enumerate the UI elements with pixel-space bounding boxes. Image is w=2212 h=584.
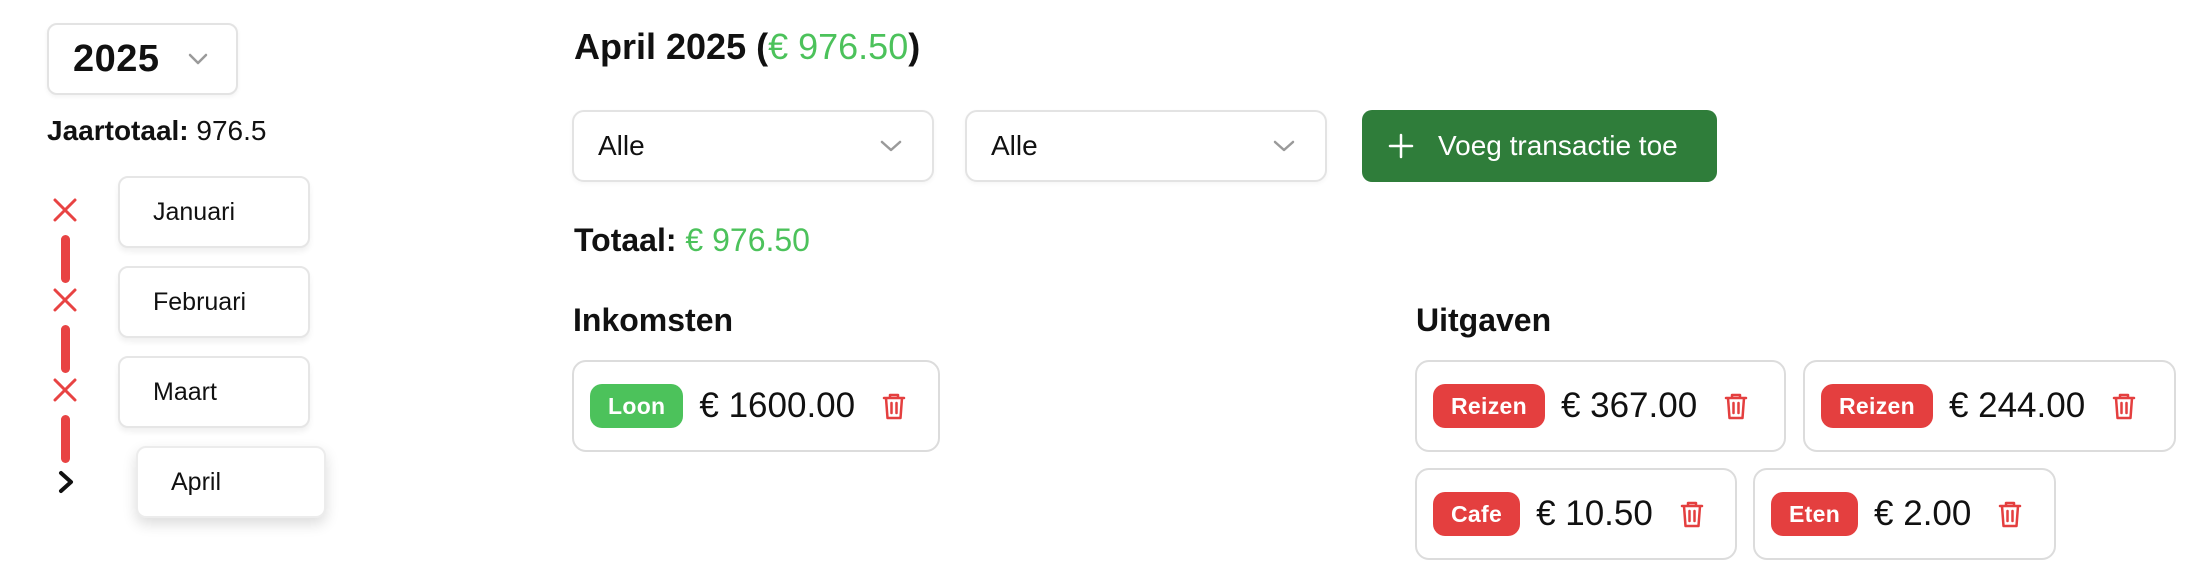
expense-transaction-card: Eten € 2.00 <box>1753 468 2056 560</box>
timeline-connector <box>61 235 70 283</box>
category-badge: Loon <box>590 384 684 428</box>
month-button-januari[interactable]: Januari <box>118 176 310 248</box>
trash-icon[interactable] <box>881 391 907 421</box>
year-select[interactable]: 2025 <box>47 23 238 95</box>
income-section-title: Inkomsten <box>573 302 734 338</box>
total-value: € 976.50 <box>685 222 810 258</box>
month-button-februari[interactable]: Februari <box>118 266 310 338</box>
year-total: Jaartotaal: 976.5 <box>47 115 266 147</box>
income-transaction-card: Loon € 1600.00 <box>572 360 940 452</box>
transaction-amount: € 244.00 <box>1948 386 2086 425</box>
chevron-down-icon <box>188 53 208 65</box>
expense-transaction-card: Cafe € 10.50 <box>1415 468 1737 560</box>
month-total: € 976.50 <box>768 26 909 67</box>
chevron-right-icon <box>59 471 73 493</box>
expense-section-title: Uitgaven <box>1416 302 1552 338</box>
category-badge: Cafe <box>1433 492 1521 536</box>
chevron-down-icon <box>1273 140 1295 152</box>
trash-icon[interactable] <box>2111 391 2137 421</box>
trash-icon[interactable] <box>1679 499 1705 529</box>
timeline-connector <box>61 415 70 463</box>
trash-icon[interactable] <box>1723 391 1749 421</box>
chevron-down-icon <box>880 140 902 152</box>
type-filter-select[interactable]: Alle <box>572 110 934 182</box>
transaction-amount: € 2.00 <box>1874 494 1972 533</box>
year-value: 2025 <box>73 37 160 80</box>
month-button-maart[interactable]: Maart <box>118 356 310 428</box>
month-label: Februari <box>153 287 247 316</box>
category-badge: Eten <box>1771 492 1859 536</box>
close-icon[interactable] <box>52 197 78 223</box>
category-badge: Reizen <box>1821 384 1933 428</box>
month-label: April <box>171 467 222 496</box>
page-title: April 2025 (€ 976.50) <box>574 26 920 68</box>
year-total-label: Jaartotaal: <box>47 115 189 146</box>
add-transaction-button[interactable]: Voeg transactie toe <box>1362 110 1717 182</box>
total-summary: Totaal: € 976.50 <box>574 222 810 259</box>
category-badge: Reizen <box>1433 384 1545 428</box>
month-button-april[interactable]: April <box>136 446 326 518</box>
month-title: April 2025 <box>574 26 747 67</box>
transaction-amount: € 10.50 <box>1536 494 1653 533</box>
plus-icon <box>1388 133 1414 159</box>
month-label: Januari <box>153 197 235 226</box>
month-timeline <box>50 195 80 505</box>
expense-transaction-card: Reizen € 244.00 <box>1803 360 2176 452</box>
category-filter-select[interactable]: Alle <box>965 110 1327 182</box>
title-close-paren: ) <box>908 26 921 67</box>
add-transaction-label: Voeg transactie toe <box>1438 130 1678 161</box>
trash-icon[interactable] <box>1997 499 2023 529</box>
title-open-paren: ( <box>746 26 769 67</box>
year-total-value: 976.5 <box>196 115 267 146</box>
transaction-amount: € 367.00 <box>1560 386 1698 425</box>
expense-transaction-card: Reizen € 367.00 <box>1415 360 1786 452</box>
close-icon[interactable] <box>52 287 78 313</box>
close-icon[interactable] <box>52 377 78 403</box>
timeline-connector <box>61 325 70 373</box>
total-label: Totaal: <box>574 222 677 258</box>
filter-value: Alle <box>598 130 645 161</box>
transaction-amount: € 1600.00 <box>699 386 856 425</box>
month-label: Maart <box>153 377 217 406</box>
filter-value: Alle <box>991 130 1038 161</box>
